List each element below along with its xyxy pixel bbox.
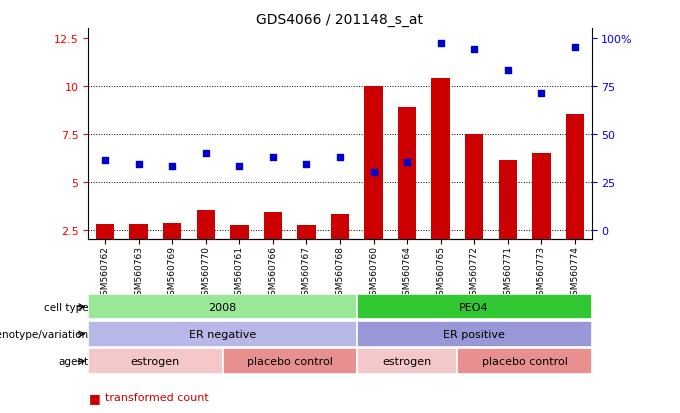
Point (335, 154, 345, 161)
Bar (96, 224, 114, 240)
Point (167, 164, 177, 170)
Point (435, 41, 446, 47)
Point (536, 91, 547, 97)
Text: ER negative: ER negative (189, 329, 256, 339)
Text: estrogen: estrogen (382, 356, 432, 366)
Text: PEO4: PEO4 (460, 302, 489, 312)
Bar (88, 321, 357, 347)
Point (402, 160, 413, 166)
Point (100, 158, 111, 164)
Bar (357, 349, 458, 374)
Text: genotype/variation: genotype/variation (0, 329, 88, 339)
Bar (88, 349, 222, 374)
Bar (230, 225, 249, 240)
Bar (264, 213, 282, 240)
Text: agent: agent (58, 356, 88, 366)
Text: transformed count: transformed count (105, 392, 209, 402)
Bar (163, 223, 182, 240)
Bar (357, 321, 592, 347)
Bar (330, 215, 350, 240)
Bar (357, 294, 592, 320)
Bar (88, 294, 357, 320)
Point (368, 169, 379, 176)
Point (267, 154, 278, 161)
Point (133, 161, 144, 168)
Text: ER positive: ER positive (443, 329, 505, 339)
Title: GDS4066 / 201148_s_at: GDS4066 / 201148_s_at (256, 12, 424, 26)
Bar (222, 349, 357, 374)
Bar (431, 79, 450, 240)
Bar (297, 225, 316, 240)
Bar (129, 224, 148, 240)
Bar (465, 134, 483, 240)
Point (201, 150, 211, 157)
Text: placebo control: placebo control (247, 356, 333, 366)
Bar (566, 115, 584, 240)
Text: placebo control: placebo control (481, 356, 567, 366)
Text: 2008: 2008 (209, 302, 237, 312)
Bar (498, 161, 517, 240)
Point (234, 164, 245, 170)
Text: ■: ■ (88, 391, 100, 404)
Text: estrogen: estrogen (131, 356, 180, 366)
Text: cell type: cell type (44, 302, 88, 312)
Point (301, 161, 312, 168)
Bar (532, 153, 551, 240)
Bar (398, 107, 416, 240)
Bar (364, 86, 383, 240)
Point (469, 47, 479, 53)
Point (503, 68, 513, 74)
Bar (458, 349, 592, 374)
Bar (197, 211, 215, 240)
Point (569, 45, 580, 51)
